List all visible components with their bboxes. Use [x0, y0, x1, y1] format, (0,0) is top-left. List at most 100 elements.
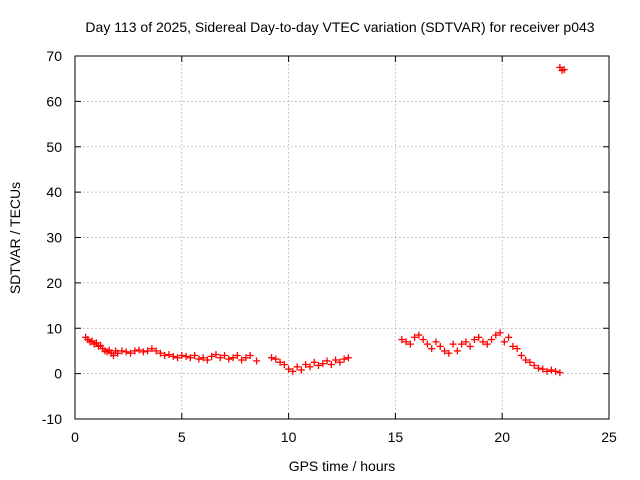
- data-point: [174, 354, 182, 362]
- y-tick-label: 70: [46, 48, 62, 64]
- data-point: [415, 331, 423, 339]
- data-point: [186, 354, 194, 362]
- x-tick-label: 5: [178, 429, 186, 445]
- data-point: [319, 360, 327, 368]
- data-point: [131, 347, 139, 355]
- data-point: [293, 363, 301, 371]
- data-point: [398, 336, 406, 344]
- data-point: [535, 364, 543, 372]
- data-point: [315, 361, 323, 369]
- data-point: [441, 347, 449, 355]
- data-point: [470, 336, 478, 344]
- data-point: [466, 342, 474, 350]
- data-point: [517, 351, 525, 359]
- data-point: [488, 336, 496, 344]
- y-tick-label: 40: [46, 184, 62, 200]
- x-tick-label: 20: [494, 429, 510, 445]
- data-point: [513, 345, 521, 353]
- data-point: [340, 355, 348, 363]
- data-point: [402, 338, 410, 346]
- data-point: [156, 349, 164, 357]
- grid: [75, 56, 609, 419]
- data-point: [552, 367, 560, 375]
- data-point: [432, 338, 440, 346]
- data-point: [428, 345, 436, 353]
- data-point: [114, 349, 122, 357]
- data-point: [522, 356, 530, 364]
- data-point: [182, 352, 190, 360]
- data-point: [323, 357, 331, 365]
- data-point: [233, 351, 241, 359]
- y-tick-label: 20: [46, 275, 62, 291]
- data-point: [336, 358, 344, 366]
- data-point: [178, 351, 186, 359]
- data-point: [462, 338, 470, 346]
- data-point: [558, 67, 566, 75]
- data-point: [327, 361, 335, 369]
- data-point: [302, 361, 310, 369]
- x-tick-label: 0: [71, 429, 79, 445]
- data-point: [543, 367, 551, 375]
- data-point: [436, 342, 444, 350]
- data-point: [246, 351, 254, 359]
- axis-ticks: 0 5 10 15 20 25 -10 0 10 20 30 40 50 60 70: [42, 48, 617, 445]
- data-point: [268, 354, 276, 362]
- data-point: [332, 356, 340, 364]
- data-point: [547, 366, 555, 374]
- data-point: [229, 354, 237, 362]
- chart-title: Day 113 of 2025, Sidereal Day-to-day VTE…: [85, 19, 594, 35]
- data-point: [344, 354, 352, 362]
- data-point: [242, 354, 250, 362]
- data-point: [109, 351, 117, 359]
- data-point: [539, 365, 547, 373]
- data-point: [509, 342, 517, 350]
- data-point: [496, 329, 504, 337]
- data-point: [285, 365, 293, 373]
- y-tick-label: 50: [46, 139, 62, 155]
- y-tick-label: 30: [46, 230, 62, 246]
- x-tick-label: 10: [281, 429, 297, 445]
- data-point: [449, 340, 457, 348]
- data-point: [165, 351, 173, 359]
- data-point: [225, 355, 233, 363]
- y-tick-label: 0: [54, 366, 62, 382]
- data-point: [479, 338, 487, 346]
- data-point: [135, 346, 143, 354]
- y-tick-label: -10: [42, 411, 62, 427]
- data-point: [195, 355, 203, 363]
- data-point: [411, 333, 419, 341]
- data-point: [289, 367, 297, 375]
- data-point: [276, 358, 284, 366]
- data-point: [139, 348, 147, 356]
- data-point: [306, 363, 314, 371]
- data-point: [221, 351, 229, 359]
- data-point: [500, 338, 508, 346]
- data-point: [505, 333, 513, 341]
- data-point: [238, 356, 246, 364]
- data-points: [82, 63, 568, 377]
- data-point: [208, 352, 216, 360]
- x-tick-label: 25: [601, 429, 617, 445]
- y-tick-label: 10: [46, 320, 62, 336]
- data-point: [556, 369, 564, 377]
- x-axis-title: GPS time / hours: [289, 458, 396, 474]
- y-tick-label: 60: [46, 93, 62, 109]
- x-tick-label: 15: [388, 429, 404, 445]
- data-point: [297, 366, 305, 374]
- data-point: [483, 340, 491, 348]
- data-point: [127, 349, 135, 357]
- data-point: [280, 361, 288, 369]
- data-point: [169, 352, 177, 360]
- data-point: [122, 348, 130, 356]
- data-point: [492, 331, 500, 339]
- data-point: [445, 349, 453, 357]
- data-point: [118, 347, 126, 355]
- data-point: [253, 357, 261, 365]
- data-point: [406, 340, 414, 348]
- data-point: [161, 351, 169, 359]
- data-point: [212, 351, 220, 359]
- data-point: [152, 347, 160, 355]
- data-point: [526, 358, 534, 366]
- data-point: [148, 345, 156, 353]
